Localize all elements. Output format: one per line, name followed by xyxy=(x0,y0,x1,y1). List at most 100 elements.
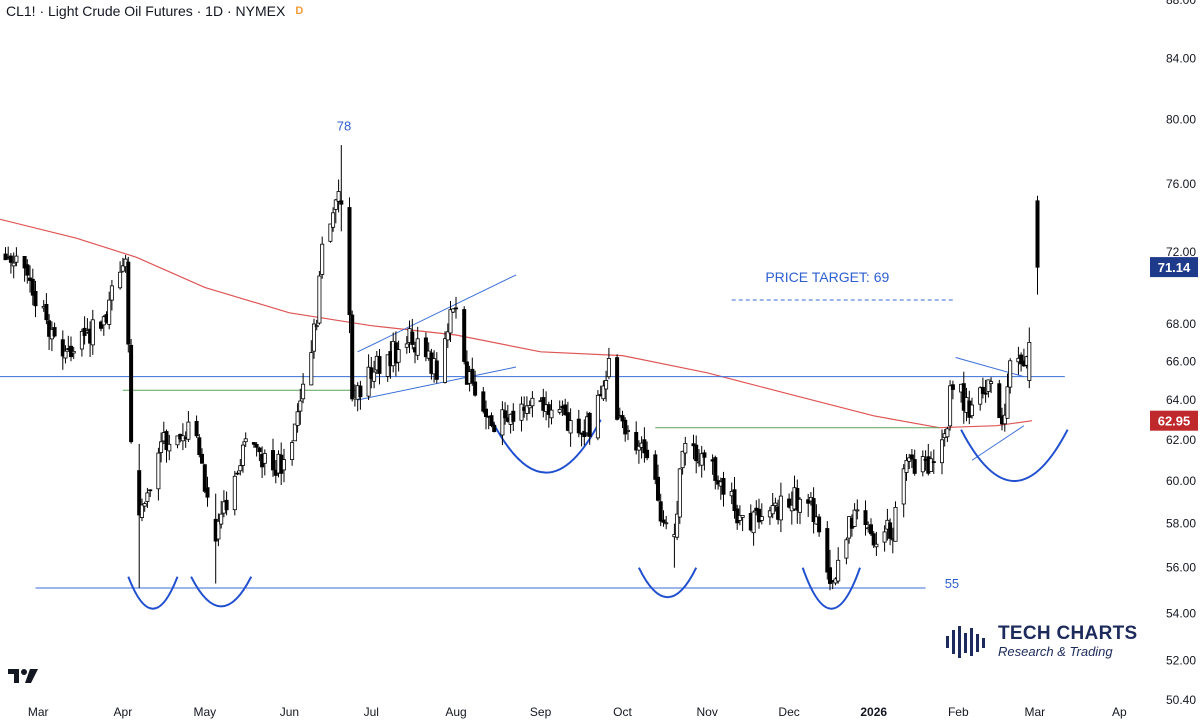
candle xyxy=(145,487,150,508)
candle xyxy=(606,347,611,380)
x-tick-label: 2026 xyxy=(860,705,887,719)
candle-body xyxy=(626,430,631,432)
candle xyxy=(336,179,341,213)
candle-body xyxy=(702,452,707,458)
price-axis[interactable]: 88.00 84.00 80.00 76.00 72.00 68.00 66.00 64.00… xyxy=(1166,0,1196,707)
candle xyxy=(983,379,988,403)
candle-body xyxy=(126,261,131,345)
y-tick-label: 80.00 xyxy=(1166,113,1196,127)
logo-tagline: Research & Trading xyxy=(998,644,1113,659)
x-tick-label: Sep xyxy=(530,705,552,719)
candle-body xyxy=(825,528,830,573)
candle-body xyxy=(694,444,699,462)
candle-body xyxy=(699,453,704,466)
candle-body xyxy=(60,339,65,357)
candle xyxy=(713,455,718,490)
y-tick-label: 72.00 xyxy=(1166,245,1196,259)
candle xyxy=(778,482,783,533)
candle-body xyxy=(576,418,581,434)
candle xyxy=(855,499,860,520)
flag-upper-line xyxy=(357,274,517,353)
candle-body xyxy=(194,420,199,437)
data-delay-badge[interactable]: D xyxy=(295,5,304,17)
candle xyxy=(576,409,581,438)
y-tick-label: 56.00 xyxy=(1166,561,1196,575)
candle xyxy=(825,521,830,580)
candle-body xyxy=(541,397,546,411)
candle xyxy=(680,450,685,475)
candle xyxy=(358,380,363,410)
candle xyxy=(653,450,658,485)
candle xyxy=(109,280,114,311)
candle-body xyxy=(863,510,868,526)
candle xyxy=(377,349,382,385)
candle-body xyxy=(462,309,467,362)
candle xyxy=(60,330,65,370)
candle-body xyxy=(658,501,663,522)
x-tick-label: Feb xyxy=(948,705,969,719)
y-tick-label: 54.00 xyxy=(1166,606,1196,620)
candle-body xyxy=(874,543,879,548)
candle-body xyxy=(656,476,661,501)
candle xyxy=(22,255,27,282)
last-price-label-bg xyxy=(1150,257,1198,278)
x-tick-label: Oct xyxy=(613,705,632,719)
candle xyxy=(205,476,210,507)
candles-layer[interactable] xyxy=(3,145,1040,591)
candle-body xyxy=(336,191,341,202)
tradingview-logo-icon[interactable] xyxy=(6,666,40,686)
x-tick-label: May xyxy=(193,705,216,719)
candle xyxy=(557,400,562,415)
candle xyxy=(243,432,248,447)
candle xyxy=(448,301,453,342)
candle-body xyxy=(675,513,680,538)
candle xyxy=(989,377,994,394)
pennant-lower-line xyxy=(971,425,1025,461)
candle xyxy=(194,415,199,438)
candle xyxy=(298,388,303,425)
y-tick-label: 64.00 xyxy=(1166,393,1196,407)
candle xyxy=(167,434,172,461)
candle-body xyxy=(888,522,893,539)
candle xyxy=(874,531,879,556)
candle xyxy=(470,357,475,386)
candle xyxy=(582,419,587,446)
candle-body xyxy=(1035,200,1040,268)
candle xyxy=(339,145,344,232)
candle-body xyxy=(251,442,256,445)
candle-body xyxy=(372,371,377,382)
candle-body xyxy=(339,200,344,205)
candle-body xyxy=(423,337,428,358)
candle xyxy=(817,513,822,537)
candle xyxy=(473,370,478,397)
candle xyxy=(737,505,742,526)
candle-body xyxy=(530,397,535,407)
candle-body xyxy=(311,323,316,352)
candle-body xyxy=(1002,414,1007,425)
time-axis[interactable]: Mar Apr May Jun Jul Aug Sep Oct Nov Dec 2026 Feb Mar… xyxy=(28,705,1127,719)
candle xyxy=(492,421,497,433)
candle xyxy=(262,449,267,476)
ma-price-label-bg xyxy=(1150,410,1198,431)
candle xyxy=(126,256,131,353)
annotations-layer: 78 PRICE TARGET: 69 55 xyxy=(337,119,959,591)
symbol-title[interactable]: CL1! · Light Crude Oil Futures · 1D · NY… xyxy=(6,3,286,19)
candle xyxy=(751,510,756,546)
y-tick-label: 60.00 xyxy=(1166,474,1196,488)
candle-body xyxy=(159,441,164,453)
candle xyxy=(1035,195,1040,295)
candle xyxy=(71,346,76,360)
candle-body xyxy=(232,475,237,511)
candle xyxy=(366,354,371,400)
candle xyxy=(8,253,13,274)
candle-body xyxy=(109,285,114,301)
candle xyxy=(216,513,221,547)
candle-body xyxy=(920,456,925,473)
candle xyxy=(852,503,857,528)
logo-name: TECH CHARTS xyxy=(998,623,1138,644)
candle-body xyxy=(615,357,620,420)
candle xyxy=(118,261,123,290)
candle xyxy=(224,491,229,516)
candle xyxy=(328,223,333,243)
